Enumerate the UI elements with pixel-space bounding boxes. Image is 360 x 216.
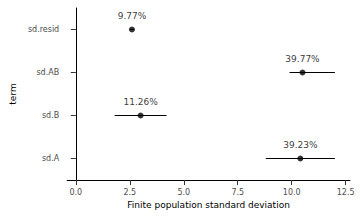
svg-text:5.0: 5.0 xyxy=(177,188,190,197)
svg-text:9.77%: 9.77% xyxy=(118,11,147,21)
svg-text:12.5: 12.5 xyxy=(337,188,355,197)
svg-text:10.0: 10.0 xyxy=(283,188,301,197)
svg-text:2.5: 2.5 xyxy=(123,188,136,197)
svg-text:sd.B: sd.B xyxy=(42,111,59,120)
svg-text:term: term xyxy=(8,83,18,104)
svg-text:39.23%: 39.23% xyxy=(283,140,318,150)
svg-text:0.0: 0.0 xyxy=(69,188,82,197)
svg-text:11.26%: 11.26% xyxy=(123,97,158,107)
svg-text:39.77%: 39.77% xyxy=(285,54,320,64)
svg-text:sd.resid: sd.resid xyxy=(28,25,59,34)
svg-text:sd.AB: sd.AB xyxy=(36,68,59,77)
svg-text:7.5: 7.5 xyxy=(231,188,244,197)
svg-text:Finite population standard dev: Finite population standard deviation xyxy=(127,200,290,210)
svg-text:sd.A: sd.A xyxy=(42,154,60,163)
